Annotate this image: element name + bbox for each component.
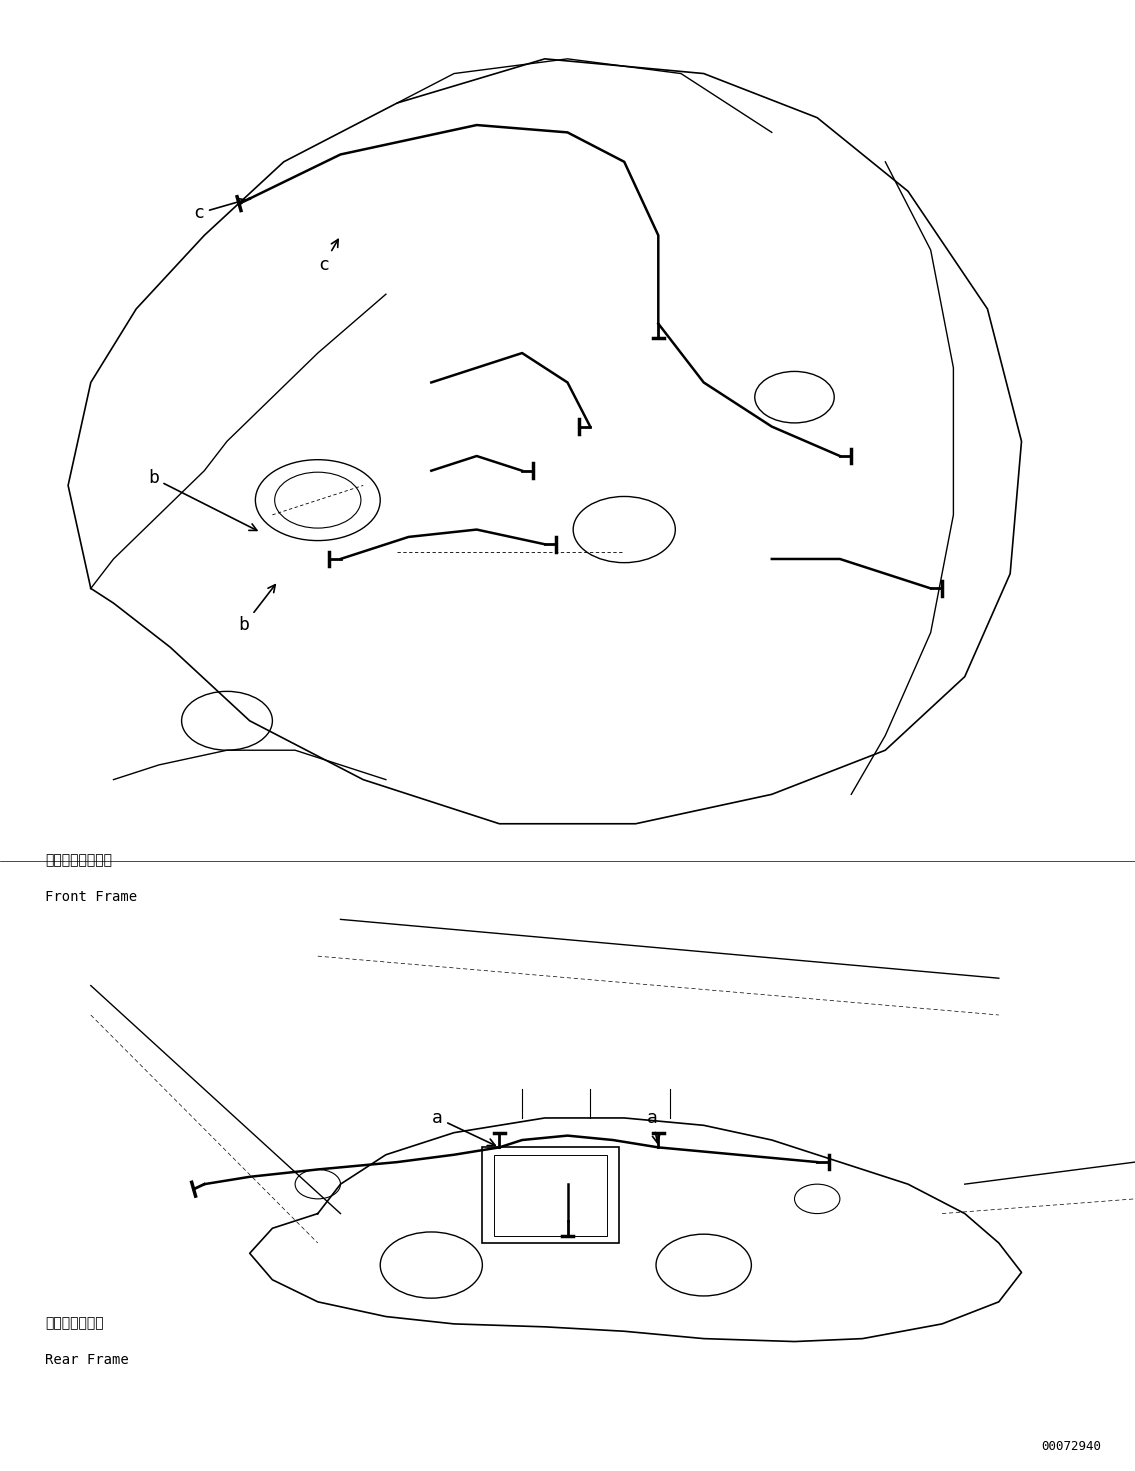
- Bar: [494, 1155, 607, 1236]
- Text: Front Frame: Front Frame: [45, 890, 137, 905]
- Text: c: c: [193, 199, 245, 222]
- Text: b: b: [238, 584, 276, 634]
- Bar: [482, 1147, 619, 1243]
- Text: c: c: [318, 240, 338, 274]
- Text: フロントフレーム: フロントフレーム: [45, 853, 112, 868]
- Text: b: b: [148, 469, 257, 531]
- Text: a: a: [647, 1109, 659, 1143]
- Text: Rear Frame: Rear Frame: [45, 1353, 129, 1368]
- Text: a: a: [431, 1109, 495, 1146]
- Text: リヤーフレーム: リヤーフレーム: [45, 1317, 104, 1331]
- Text: 00072940: 00072940: [1041, 1440, 1101, 1453]
